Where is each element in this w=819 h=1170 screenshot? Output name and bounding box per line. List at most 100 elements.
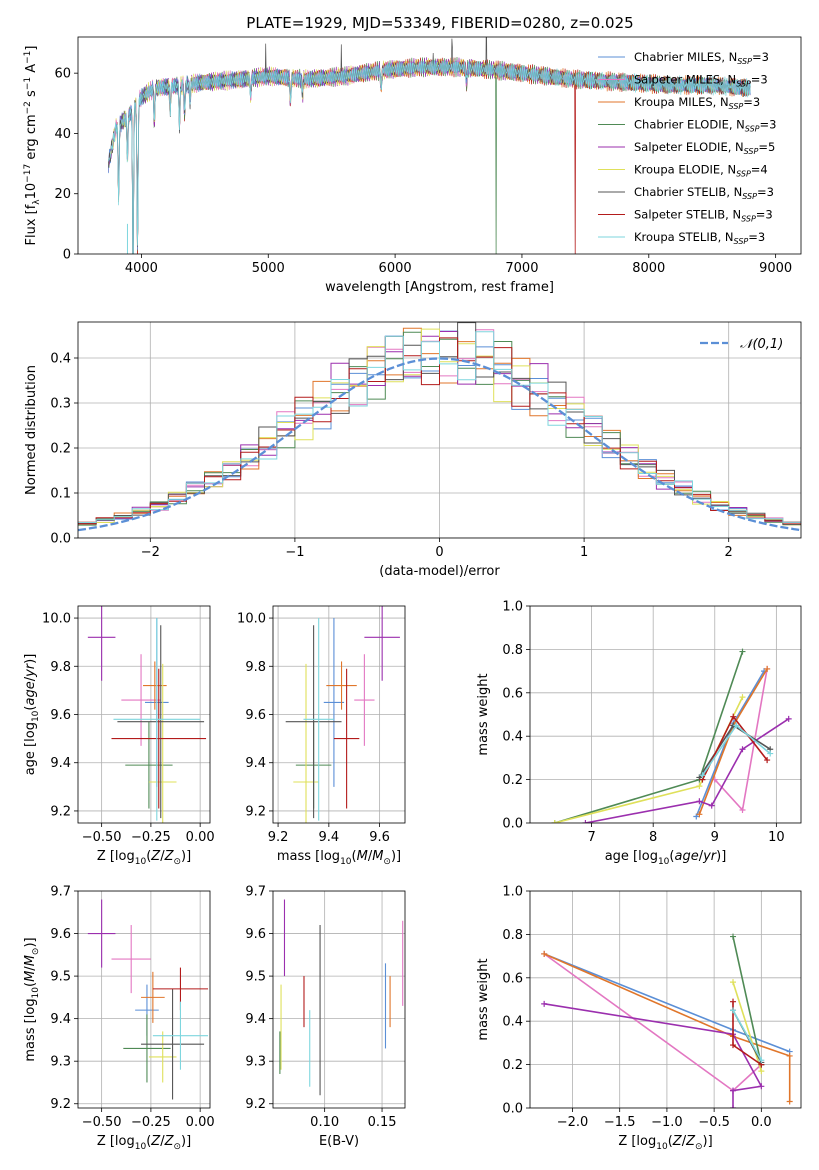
label-part: age bbox=[674, 849, 698, 864]
label-part: Z bbox=[150, 849, 161, 864]
label-part: / bbox=[23, 676, 38, 681]
y-tick-label: 0.2 bbox=[502, 1058, 523, 1073]
x-tick-label: 2 bbox=[725, 545, 733, 560]
errorbar-point bbox=[303, 618, 334, 821]
label-part: −1 bbox=[23, 77, 33, 90]
errorbar-point bbox=[117, 625, 205, 819]
x-tick-label: −0.5 bbox=[698, 1115, 730, 1130]
weight-marker bbox=[730, 1042, 737, 1049]
spectrum-line bbox=[108, 37, 751, 254]
label-part: M bbox=[23, 971, 38, 982]
weight-line bbox=[732, 1010, 762, 1061]
y-tick-label: 1.0 bbox=[502, 600, 523, 615]
errorbar-point bbox=[364, 606, 400, 681]
label-part: age bbox=[23, 681, 38, 705]
weight-marker bbox=[785, 715, 792, 722]
x-tick-label: 0.10 bbox=[310, 1115, 339, 1130]
y-axis-label: Normed distribution bbox=[24, 365, 39, 495]
axes-frame bbox=[529, 890, 802, 1109]
y-tick-label: 40 bbox=[54, 127, 71, 142]
label-part: ⊙ bbox=[383, 857, 391, 867]
axes-mass_vs_EBV: 0.10 0.15 9.2 9.3 9.4 9.5 9.6 9.7 bbox=[245, 885, 406, 1130]
errorbar-point bbox=[326, 661, 357, 710]
x-tick-label: 0.00 bbox=[186, 1115, 215, 1130]
histogram-step bbox=[78, 336, 801, 525]
errorbar-point bbox=[87, 606, 116, 681]
y-axis-label: age [log10(age/yr)] bbox=[23, 654, 41, 776]
errorbar-point bbox=[141, 988, 205, 1100]
y-tick-label: 1.0 bbox=[502, 885, 523, 900]
x-tick-label: −1.5 bbox=[604, 1115, 636, 1130]
y-tick-label: 0.1 bbox=[50, 487, 71, 502]
weight-marker bbox=[541, 1000, 548, 1007]
label-part: Z [log bbox=[97, 1134, 135, 1149]
y-tick-label: 0.2 bbox=[50, 442, 71, 457]
label-part: 10 bbox=[135, 1142, 147, 1152]
x-tick-label: 6000 bbox=[379, 261, 412, 276]
label-part: ( bbox=[23, 706, 38, 711]
legend-label: Chabrier ELODIE, NSSP=3 bbox=[634, 118, 776, 134]
weight-marker bbox=[730, 1007, 737, 1014]
axes-spectrum: 4000 5000 6000 7000 8000 9000 0 20 40 60 bbox=[54, 36, 802, 276]
errorbar-point bbox=[111, 668, 207, 809]
errorbar-point bbox=[125, 721, 173, 809]
y-tick-label: 9.3 bbox=[245, 1055, 266, 1070]
errorbar-point bbox=[285, 625, 342, 819]
y-tick-label: 60 bbox=[54, 67, 71, 82]
y-tick-label: 9.8 bbox=[245, 660, 266, 675]
x-tick-label: 9.2 bbox=[268, 830, 289, 845]
histogram-step bbox=[78, 331, 801, 523]
weight-marker bbox=[696, 811, 703, 818]
weight-marker bbox=[708, 802, 715, 809]
legend-label: Chabrier STELIB, NSSP=3 bbox=[634, 185, 774, 201]
weight-marker bbox=[739, 648, 746, 655]
axes-frame bbox=[77, 36, 802, 255]
label-part: / bbox=[368, 849, 373, 864]
x-tick-label: 0 bbox=[435, 545, 443, 560]
y-tick-label: 10.0 bbox=[237, 612, 266, 627]
axes-frame bbox=[77, 890, 211, 1109]
y-tick-label: 0.0 bbox=[502, 817, 523, 832]
y-axis-label: mass weight bbox=[476, 958, 491, 1040]
x-tick-label: 7000 bbox=[505, 261, 538, 276]
label-part: ⊙ bbox=[31, 948, 41, 956]
weight-marker bbox=[730, 979, 737, 986]
legend-text: Kroupa STELIB, N bbox=[634, 230, 734, 244]
legend-text: Chabrier ELODIE, N bbox=[634, 118, 745, 132]
weight-marker bbox=[758, 1083, 765, 1090]
label-part: / bbox=[160, 849, 165, 864]
label-part: 10 bbox=[658, 857, 670, 867]
weight-marker bbox=[739, 694, 746, 701]
label-part: λ bbox=[32, 199, 42, 205]
y-tick-label: 9.6 bbox=[50, 927, 71, 942]
plot-area bbox=[530, 606, 801, 823]
y-axis-label: Flux [fλ10−17 erg cm−2 s−1 A−1] bbox=[23, 46, 42, 246]
y-axis-label: mass weight bbox=[476, 673, 491, 755]
legend-text: Kroupa ELODIE, N bbox=[634, 163, 736, 177]
x-tick-label: 7 bbox=[587, 830, 595, 845]
label-part: Flux [f bbox=[24, 204, 39, 245]
y-tick-label: 0.6 bbox=[502, 971, 523, 986]
errorbar-point bbox=[148, 1031, 177, 1083]
axes-frame bbox=[77, 605, 211, 824]
label-part: 10 bbox=[340, 857, 352, 867]
label-part: wavelength [Angstrom, rest frame] bbox=[325, 280, 554, 295]
axes-age_vs_Z: −0.50 −0.25 0.00 9.2 9.4 9.6 9.8 10.0 bbox=[42, 605, 215, 845]
weight-marker bbox=[541, 950, 548, 957]
errorbar-point bbox=[87, 899, 116, 968]
label-part: M bbox=[23, 955, 38, 966]
axes-frame bbox=[272, 605, 406, 824]
label-part: Z [log bbox=[97, 849, 135, 864]
x-axis-label: Z [log10(Z/Z⊙)] bbox=[618, 1134, 712, 1152]
label-part: ( bbox=[669, 849, 674, 864]
legend-text: Salpeter STELIB, N bbox=[634, 208, 741, 222]
legend-sub: SSP bbox=[729, 102, 744, 111]
x-tick-label: 10 bbox=[768, 830, 785, 845]
label-part: 10 bbox=[135, 857, 147, 867]
label-part: Z bbox=[164, 1134, 175, 1149]
x-tick-label: 5000 bbox=[252, 261, 285, 276]
y-tick-label: 9.2 bbox=[50, 804, 71, 819]
label-part: ⊙ bbox=[173, 857, 181, 867]
weight-line bbox=[544, 1003, 763, 1108]
y-tick-label: 9.8 bbox=[50, 660, 71, 675]
